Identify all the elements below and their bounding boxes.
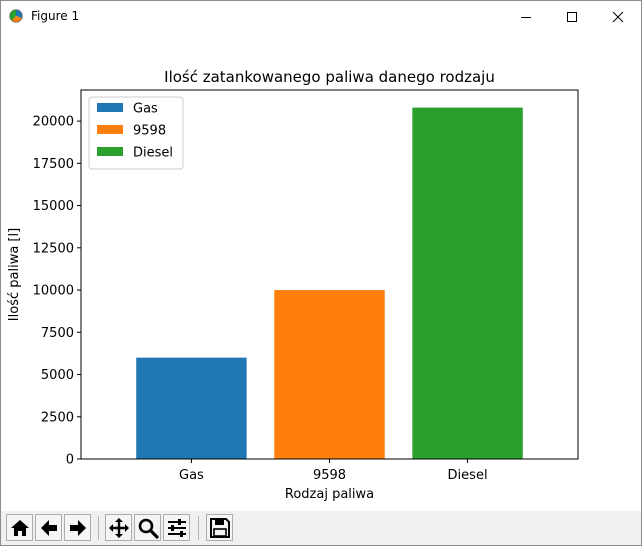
y-tick-label: 5000 bbox=[41, 368, 74, 383]
close-icon bbox=[612, 11, 624, 22]
home-button[interactable] bbox=[6, 514, 33, 541]
magnifier-icon bbox=[138, 518, 159, 539]
forward-button[interactable] bbox=[64, 514, 91, 541]
sliders-icon bbox=[167, 518, 186, 537]
x-tick-label: Diesel bbox=[448, 468, 488, 483]
y-tick-label: 17500 bbox=[33, 157, 74, 172]
y-tick-label: 12500 bbox=[33, 241, 74, 256]
y-tick-label: 0 bbox=[66, 453, 74, 468]
save-button[interactable] bbox=[206, 514, 233, 541]
y-tick-label: 15000 bbox=[33, 199, 74, 214]
bar-9598 bbox=[274, 290, 385, 459]
back-button[interactable] bbox=[35, 514, 62, 541]
figure-canvas: 0 2500 5000 7500 10000 12500 15000 17500 20000 Ga… bbox=[1, 32, 641, 511]
x-tick-label: 9598 bbox=[313, 468, 346, 483]
y-tick-label: 2500 bbox=[41, 410, 74, 425]
toolbar-separator bbox=[98, 516, 99, 540]
minimize-icon bbox=[521, 16, 531, 18]
arrow-right-icon bbox=[69, 519, 86, 536]
y-tick-label: 10000 bbox=[33, 284, 74, 299]
navigation-toolbar bbox=[1, 511, 641, 545]
app-icon bbox=[9, 9, 23, 23]
minimize-button[interactable] bbox=[503, 1, 549, 32]
bar-gas bbox=[136, 357, 247, 459]
chart-title: Ilość zatankowanego paliwa danego rodzaj… bbox=[164, 68, 495, 86]
bar-diesel bbox=[412, 107, 523, 460]
maximize-button[interactable] bbox=[549, 1, 595, 32]
move-icon bbox=[108, 517, 129, 538]
configure-subplots-button[interactable] bbox=[163, 514, 190, 541]
zoom-button[interactable] bbox=[134, 514, 161, 541]
legend-label: 9598 bbox=[133, 124, 166, 139]
x-axis-label: Rodzaj paliwa bbox=[285, 487, 374, 502]
floppy-disk-icon bbox=[209, 517, 230, 538]
close-button[interactable] bbox=[595, 1, 641, 32]
legend-label: Diesel bbox=[133, 146, 173, 161]
legend-swatch bbox=[97, 147, 123, 156]
window-title: Figure 1 bbox=[31, 9, 80, 23]
x-tick-label: Gas bbox=[179, 468, 204, 483]
maximize-icon bbox=[567, 11, 577, 22]
y-tick-label: 20000 bbox=[33, 115, 74, 130]
y-axis-label: Ilość paliwa [l] bbox=[7, 228, 22, 321]
home-icon bbox=[10, 519, 29, 536]
legend-swatch bbox=[97, 125, 123, 134]
legend-swatch bbox=[97, 103, 123, 112]
arrow-left-icon bbox=[40, 519, 57, 536]
toolbar-separator bbox=[198, 516, 199, 540]
pan-button[interactable] bbox=[105, 514, 132, 541]
bar-chart: 0 2500 5000 7500 10000 12500 15000 17500 20000 Ga… bbox=[7, 68, 579, 502]
title-bar[interactable]: Figure 1 bbox=[1, 1, 641, 32]
legend-label: Gas bbox=[133, 102, 158, 117]
y-tick-label: 7500 bbox=[41, 326, 74, 341]
